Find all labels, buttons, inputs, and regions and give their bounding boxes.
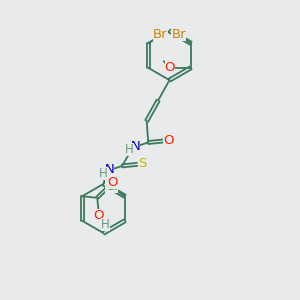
Text: O: O xyxy=(107,176,117,189)
Text: H: H xyxy=(99,167,108,180)
Text: O: O xyxy=(93,209,103,222)
Text: Br: Br xyxy=(172,28,186,41)
Text: H: H xyxy=(125,142,134,156)
Text: S: S xyxy=(138,157,146,170)
Text: Br: Br xyxy=(153,28,168,41)
Text: Cl: Cl xyxy=(105,180,118,193)
Text: O: O xyxy=(163,134,174,147)
Text: N: N xyxy=(105,163,114,176)
Text: H: H xyxy=(101,218,110,231)
Text: N: N xyxy=(131,140,140,153)
Text: O: O xyxy=(165,61,175,74)
